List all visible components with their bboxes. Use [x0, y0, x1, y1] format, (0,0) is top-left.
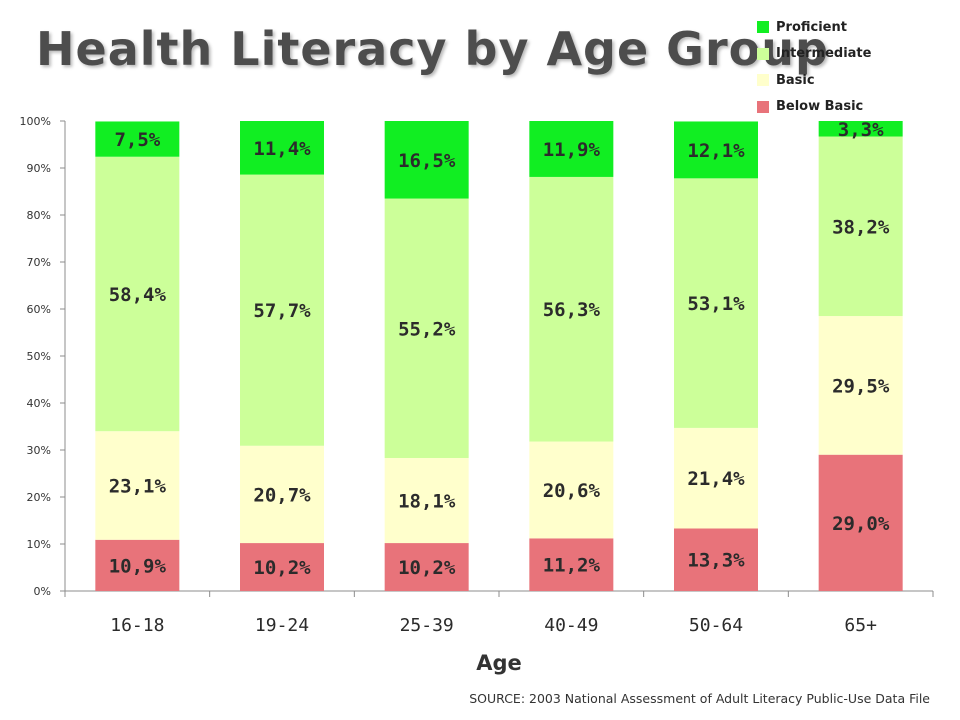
y-tick-label: 30% [27, 444, 51, 457]
bar-below-basic [529, 538, 614, 591]
data-label: 10,9% [109, 555, 167, 577]
bar-intermediate [384, 198, 469, 458]
bar-below-basic [384, 543, 469, 591]
data-label: 7,5% [114, 129, 160, 151]
y-tick-label: 20% [27, 491, 51, 504]
y-tick-label: 90% [27, 162, 51, 175]
data-label: 12,1% [687, 140, 745, 162]
x-tick-label: 19-24 [255, 615, 309, 636]
legend-item-proficient: Proficient [757, 14, 947, 41]
data-label: 11,9% [543, 139, 601, 161]
data-label: 10,2% [398, 557, 456, 579]
x-tick-label: 65+ [844, 615, 877, 636]
bar-proficient [240, 121, 324, 175]
y-tick-label: 60% [27, 303, 51, 316]
data-label: 58,4% [109, 284, 167, 306]
bar-basic [95, 431, 180, 540]
data-label: 11,4% [253, 138, 311, 160]
legend-label: Intermediate [776, 46, 872, 62]
x-tick-label: 25-39 [400, 615, 454, 636]
data-label: 13,3% [687, 550, 745, 572]
bar-proficient [384, 121, 469, 199]
bar-below-basic [240, 543, 324, 591]
x-tick-label: 40-49 [544, 615, 598, 636]
bar-intermediate [95, 156, 180, 432]
data-label: 53,1% [687, 293, 745, 315]
x-tick-label: 50-64 [689, 615, 743, 636]
x-axis-title: Age [476, 651, 522, 675]
data-label: 29,0% [832, 513, 890, 535]
data-label: 23,1% [109, 475, 167, 497]
chart-title: Health Literacy by Age Group [36, 22, 829, 76]
bar-intermediate [674, 178, 758, 428]
legend-label: Basic [776, 72, 815, 88]
bar-intermediate [240, 174, 324, 446]
data-label: 38,2% [832, 216, 890, 238]
bar-proficient [818, 121, 903, 137]
legend-swatch [757, 21, 769, 34]
x-tick-label: 16-18 [110, 615, 164, 636]
data-label: 21,4% [687, 468, 745, 490]
y-tick-label: 80% [27, 209, 51, 222]
y-tick-label: 100% [20, 115, 51, 128]
bar-basic [674, 427, 758, 529]
y-tick-label: 70% [27, 256, 51, 269]
data-label: 55,2% [398, 318, 456, 340]
y-tick-label: 40% [27, 397, 51, 410]
bar-below-basic [674, 528, 758, 591]
legend: Proficient Intermediate Basic Below Basic [757, 14, 947, 120]
data-label: 57,7% [253, 300, 311, 322]
legend-item-below-basic: Below Basic [757, 94, 947, 121]
data-label: 18,1% [398, 491, 456, 513]
data-label: 56,3% [543, 299, 601, 321]
data-label: 11,2% [543, 555, 601, 577]
data-label: 20,7% [253, 484, 311, 506]
source-note: SOURCE: 2003 National Assessment of Adul… [469, 691, 930, 706]
data-label: 16,5% [398, 150, 456, 172]
bar-basic [818, 316, 903, 455]
legend-item-basic: Basic [757, 67, 947, 94]
bar-basic [384, 457, 469, 544]
bar-intermediate [529, 176, 614, 442]
bar-basic [240, 445, 324, 544]
y-tick-label: 50% [27, 350, 51, 363]
bar-proficient [529, 121, 614, 177]
legend-label: Below Basic [776, 99, 864, 115]
bar-proficient [95, 121, 180, 157]
legend-label: Proficient [776, 19, 847, 35]
bar-below-basic [95, 539, 180, 591]
data-label: 29,5% [832, 375, 890, 397]
legend-swatch [757, 74, 769, 87]
data-label: 20,6% [543, 480, 601, 502]
bar-below-basic [818, 454, 903, 591]
data-label: 3,3% [838, 119, 884, 141]
y-tick-label: 10% [27, 538, 51, 551]
bar-intermediate [818, 136, 903, 317]
bar-basic [529, 441, 614, 539]
bar-proficient [674, 121, 758, 179]
data-label: 10,2% [253, 557, 311, 579]
y-tick-label: 0% [34, 585, 51, 598]
legend-swatch [757, 100, 769, 113]
legend-swatch [757, 47, 769, 60]
legend-item-intermediate: Intermediate [757, 41, 947, 68]
